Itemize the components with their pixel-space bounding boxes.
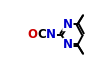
Text: N: N <box>63 18 73 31</box>
Text: O: O <box>27 28 37 41</box>
Text: N: N <box>46 28 56 41</box>
Text: C: C <box>37 28 46 41</box>
Text: N: N <box>63 38 73 51</box>
